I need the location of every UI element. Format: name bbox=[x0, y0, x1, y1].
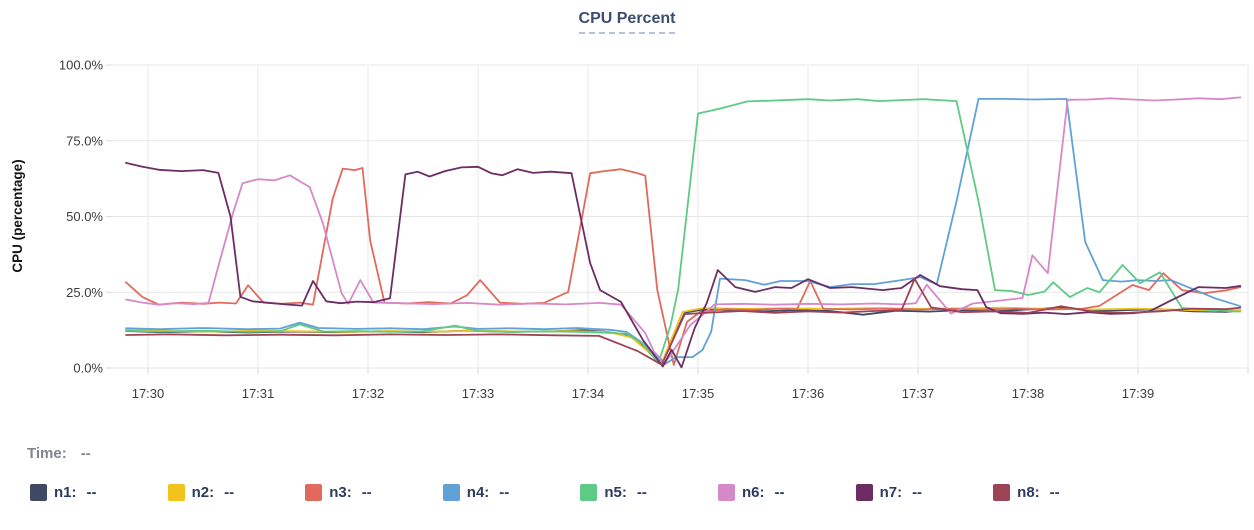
legend-item-value: -- bbox=[224, 484, 235, 501]
legend-item-n2[interactable]: n2: -- bbox=[167, 484, 306, 501]
series-line-n6[interactable] bbox=[125, 96, 1242, 364]
y-tick-label: 75.0% bbox=[66, 133, 103, 148]
legend-item-n4[interactable]: n4: -- bbox=[442, 484, 581, 501]
axis-tick-labels: 100.0% 75.0% 50.0% 25.0% 0.0% 17:30 17:31 17:32… bbox=[59, 58, 1154, 402]
legend-item-label: n7: bbox=[879, 484, 903, 501]
chart-header: CPU Percent bbox=[0, 10, 1254, 34]
legend-item-n6[interactable]: n6: -- bbox=[717, 484, 856, 501]
legend-swatch bbox=[580, 484, 598, 501]
legend-swatch bbox=[30, 484, 47, 501]
legend-swatch bbox=[167, 484, 185, 501]
legend-swatch bbox=[305, 484, 323, 501]
y-tick-label: 25.0% bbox=[66, 285, 103, 300]
legend-swatch bbox=[717, 484, 735, 501]
legend-item-value: -- bbox=[774, 484, 785, 501]
y-tick-label: 0.0% bbox=[73, 361, 103, 376]
series-lines bbox=[125, 96, 1242, 369]
chart-canvas[interactable]: 100.0% 75.0% 50.0% 25.0% 0.0% 17:30 17:31 17:32… bbox=[0, 0, 1254, 420]
y-axis-title: CPU (percentage) bbox=[10, 159, 25, 272]
y-tick-label: 50.0% bbox=[66, 209, 103, 224]
series-line-n5[interactable] bbox=[125, 98, 1242, 365]
x-tick-label: 17:38 bbox=[1012, 386, 1045, 401]
legend-item-n5[interactable]: n5: -- bbox=[580, 484, 718, 501]
x-tick-label: 17:33 bbox=[462, 386, 495, 401]
x-tick-label: 17:35 bbox=[682, 386, 715, 401]
legend-swatch bbox=[855, 484, 873, 501]
gridlines bbox=[106, 64, 1249, 374]
series-line-n8[interactable] bbox=[125, 277, 1242, 366]
legend-swatch bbox=[442, 484, 460, 501]
legend-item-value: -- bbox=[86, 484, 97, 501]
legend-item-label: n5: bbox=[604, 484, 627, 501]
time-readout: Time: -- bbox=[27, 445, 91, 462]
x-tick-label: 17:31 bbox=[242, 386, 275, 401]
legend-item-value: -- bbox=[499, 484, 510, 501]
x-tick-label: 17:30 bbox=[132, 386, 165, 401]
legend-item-n7[interactable]: n7: -- bbox=[855, 484, 994, 501]
y-tick-label: 100.0% bbox=[59, 58, 104, 73]
legend-item-label: n6: bbox=[741, 484, 765, 501]
series-line-n4[interactable] bbox=[125, 98, 1242, 366]
legend-item-label: n1: bbox=[54, 484, 77, 501]
x-tick-label: 17:32 bbox=[352, 386, 385, 401]
time-value: -- bbox=[80, 445, 91, 462]
legend: n1: -- n2: -- n3: -- n4: -- n5: -- n6: -- n7: -- n8: -- bbox=[30, 484, 1131, 501]
legend-item-value: -- bbox=[912, 484, 923, 501]
series-line-n7[interactable] bbox=[125, 161, 1242, 369]
legend-item-value: -- bbox=[361, 484, 372, 501]
x-tick-label: 17:36 bbox=[792, 386, 825, 401]
x-tick-label: 17:37 bbox=[902, 386, 935, 401]
legend-item-n8[interactable]: n8: -- bbox=[993, 484, 1131, 501]
legend-item-label: n4: bbox=[466, 484, 490, 501]
legend-item-label: n2: bbox=[191, 484, 215, 501]
legend-item-label: n8: bbox=[1017, 484, 1040, 501]
legend-item-value: -- bbox=[1049, 484, 1060, 501]
x-tick-label: 17:34 bbox=[572, 386, 605, 401]
legend-item-n3[interactable]: n3: -- bbox=[305, 484, 443, 501]
legend-item-value: -- bbox=[636, 484, 647, 501]
legend-swatch bbox=[993, 484, 1011, 501]
time-label: Time: bbox=[27, 445, 67, 462]
chart-title[interactable]: CPU Percent bbox=[578, 10, 676, 34]
series-line-n3[interactable] bbox=[125, 167, 1242, 366]
legend-item-label: n3: bbox=[329, 484, 352, 501]
x-tick-label: 17:39 bbox=[1122, 386, 1155, 401]
legend-item-n1[interactable]: n1: -- bbox=[30, 484, 168, 501]
